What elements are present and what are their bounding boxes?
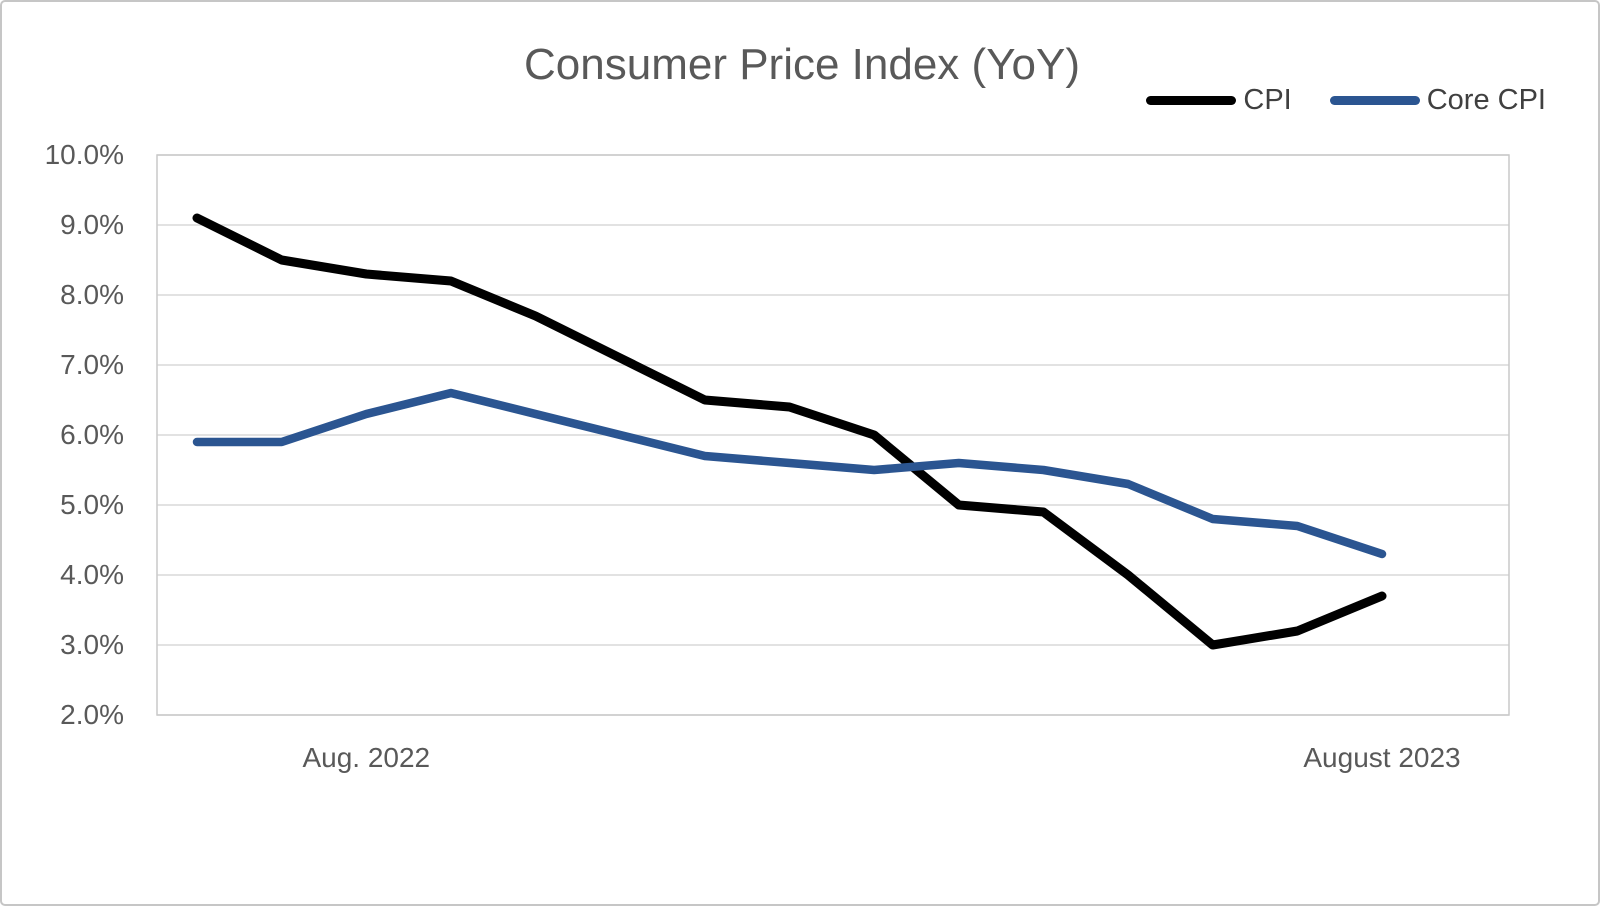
y-axis-tick-label: 3.0% [60,629,124,660]
y-axis-tick-label: 4.0% [60,559,124,590]
legend-label: CPI [1243,84,1292,116]
y-axis-tick-label: 10.0% [44,139,124,170]
legend: CPI Core CPI [1146,84,1546,116]
y-axis-tick-label: 2.0% [60,699,124,730]
legend-item-cpi: CPI [1146,84,1292,116]
y-axis-tick-label: 7.0% [60,349,124,380]
y-axis-tick-label: 6.0% [60,419,124,450]
legend-line-swatch [1146,95,1237,105]
x-axis-label: August 2023 [1303,742,1461,773]
legend-item-core-cpi: Core CPI [1329,84,1546,116]
x-axis-label: Aug. 2022 [302,742,431,773]
core-cpi-line [192,388,1387,559]
cpi-line [192,213,1387,650]
chart-title: Consumer Price Index (YoY) [2,40,1598,90]
chart-title-text: Consumer Price Index (YoY) [524,40,1080,89]
legend-label: Core CPI [1426,84,1546,116]
y-axis-tick-label: 5.0% [60,489,124,520]
y-axis-tick-label: 8.0% [60,279,124,310]
plot-border [156,154,1510,716]
legend-line-swatch [1329,95,1420,105]
y-axis-tick-label: 9.0% [60,209,124,240]
